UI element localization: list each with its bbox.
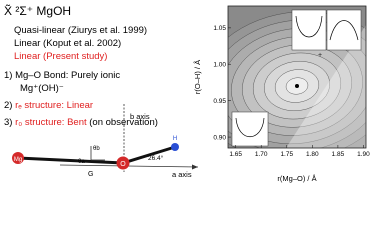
inset-curve [235, 117, 265, 137]
minimum-point [295, 84, 299, 88]
atom-mg [12, 152, 24, 164]
center-label: G [88, 171, 93, 178]
reference: Linear (Koput et al. 2002) [14, 38, 121, 49]
atom-h [171, 143, 179, 151]
y-tick-label: 0.95 [213, 98, 226, 105]
inset [291, 9, 327, 51]
b-axis-label: b axis [130, 112, 150, 121]
a-axis-line [59, 164, 199, 168]
x-tick-label: 1.80 [306, 151, 319, 158]
x-tick-label: 1.85 [332, 151, 345, 158]
bond [122, 145, 176, 165]
inset [326, 9, 362, 51]
point-number: 3) [4, 117, 12, 128]
x-tick-label: 1.90 [357, 151, 370, 158]
title: X̃ ²Σ⁺ MgOH [4, 3, 71, 18]
inset-curve [295, 15, 323, 38]
point: 2) rₑ structure: Linear [4, 100, 93, 111]
atom-label: O [120, 161, 126, 168]
point: Mg⁺(OH)⁻ [20, 83, 64, 94]
theta-a-label: θa [78, 159, 85, 165]
molecule: Mg O H b axis a axis G 26.4° θa θb [12, 104, 199, 179]
x-tick-label: 1.70 [255, 151, 268, 158]
point-highlight: r₀ structure: Bent [15, 117, 87, 128]
inset-curve [329, 20, 359, 41]
x-tick-label: 1.65 [229, 151, 242, 158]
figure: X̃ ²Σ⁺ MgOH Quasi-linear (Ziurys et al. … [4, 3, 370, 183]
bond [17, 156, 124, 165]
point-rest: (on observation) [89, 117, 158, 128]
point-highlight: rₑ structure: Linear [15, 100, 93, 111]
angle-label: 26.4° [148, 154, 164, 162]
point: 3) r₀ structure: Bent (on observation) [4, 117, 158, 128]
y-tick-label: 1.00 [213, 62, 226, 69]
y-tick-label: 1.05 [213, 25, 226, 32]
point: 1) Mg–O Bond: Purely ionic [4, 70, 120, 81]
reference: Quasi-linear (Ziurys et al. 1999) [14, 25, 147, 36]
atom-label: H [173, 136, 177, 142]
a-axis-label: a axis [172, 170, 192, 179]
plot-frame [227, 5, 367, 149]
theta-b-label: θb [93, 146, 100, 152]
y-tick-label: 0.90 [213, 134, 226, 141]
x-axis-label: r(Mg–O) / Å [277, 174, 316, 183]
reference: Linear (Present study) [14, 51, 107, 62]
point-number: 2) [4, 100, 12, 111]
x-tick-label: 1.75 [280, 151, 293, 158]
marker: + [318, 52, 322, 59]
atom-label: Mg [14, 157, 22, 163]
highlight-region [286, 25, 366, 148]
arrow [192, 164, 198, 170]
inset [231, 111, 269, 147]
atom-o [116, 156, 130, 170]
y-axis-label: r(O–H) / Å [193, 60, 202, 94]
